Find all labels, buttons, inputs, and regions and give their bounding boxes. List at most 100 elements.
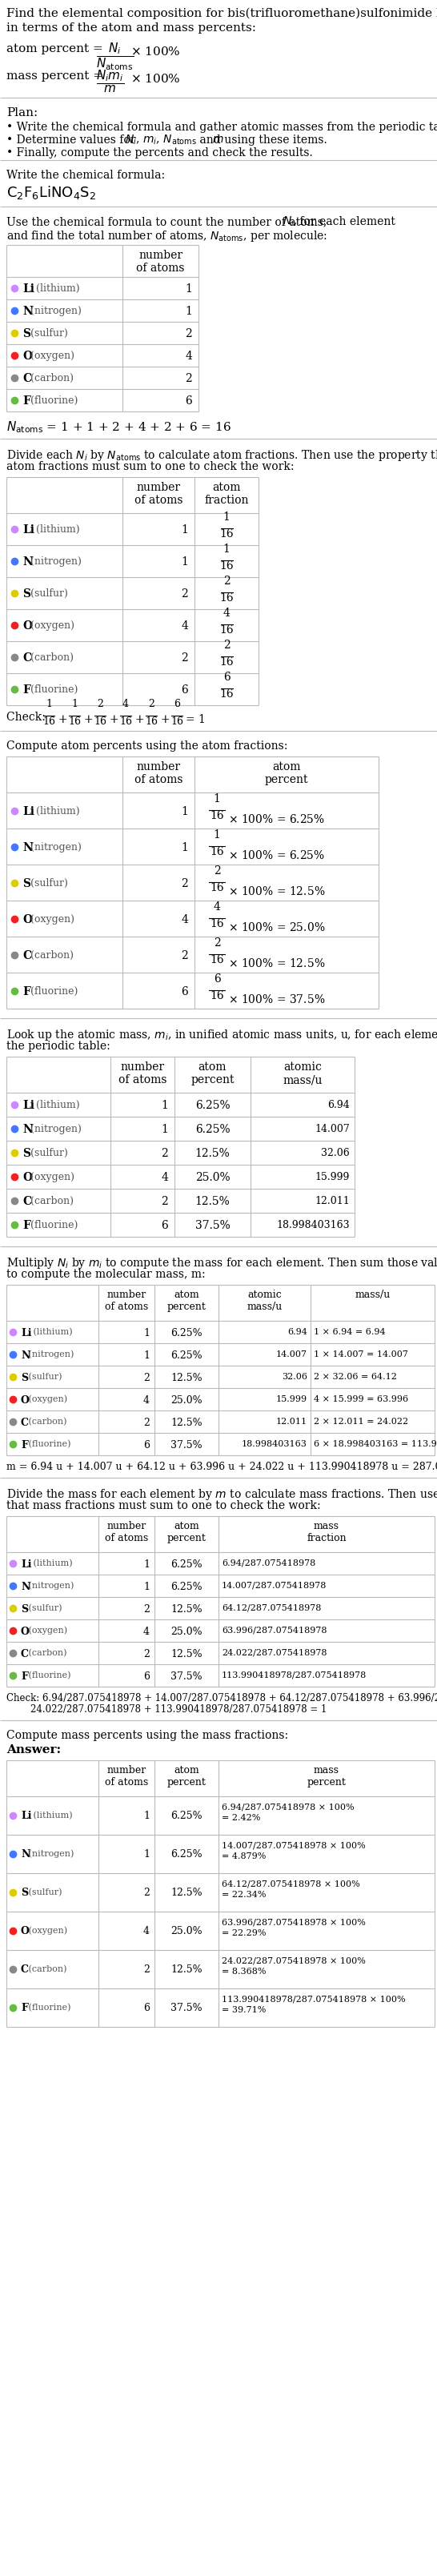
Text: 2: 2 bbox=[143, 1373, 149, 1383]
Text: 1: 1 bbox=[181, 842, 188, 853]
Text: 1: 1 bbox=[223, 544, 230, 554]
Text: O: O bbox=[22, 1172, 32, 1182]
Text: m = 6.94 u + 14.007 u + 64.12 u + 63.996 u + 24.022 u + 113.990418978 u = 287.07: m = 6.94 u + 14.007 u + 64.12 u + 63.996… bbox=[7, 1461, 437, 1471]
Text: F: F bbox=[21, 2004, 28, 2014]
Text: 4: 4 bbox=[213, 902, 220, 912]
Text: (sulfur): (sulfur) bbox=[25, 1888, 62, 1896]
Text: 18.998403163: 18.998403163 bbox=[242, 1440, 307, 1448]
Text: 12.011: 12.011 bbox=[276, 1417, 307, 1425]
Text: 2: 2 bbox=[143, 1965, 149, 1976]
Text: Plan:: Plan: bbox=[7, 108, 38, 118]
Text: 2: 2 bbox=[213, 866, 220, 876]
Text: 16: 16 bbox=[219, 688, 233, 701]
Text: 1 × 14.007 = 14.007: 1 × 14.007 = 14.007 bbox=[314, 1350, 408, 1358]
Text: (oxygen): (oxygen) bbox=[28, 1172, 75, 1182]
Text: Write the chemical formula:: Write the chemical formula: bbox=[7, 170, 165, 180]
Text: +: + bbox=[160, 714, 170, 726]
Text: O: O bbox=[21, 1394, 30, 1406]
Text: atom
percent: atom percent bbox=[167, 1291, 206, 1311]
Text: 2: 2 bbox=[181, 587, 188, 600]
Text: (fluorine): (fluorine) bbox=[28, 397, 78, 407]
Text: (oxygen): (oxygen) bbox=[28, 621, 75, 631]
Text: 12.011: 12.011 bbox=[315, 1195, 350, 1206]
Text: number
of atoms: number of atoms bbox=[105, 1765, 148, 1788]
Text: Compute mass percents using the mass fractions:: Compute mass percents using the mass fra… bbox=[7, 1731, 288, 1741]
Text: (sulfur): (sulfur) bbox=[25, 1605, 62, 1613]
Text: 37.5%: 37.5% bbox=[170, 1440, 202, 1450]
Text: (oxygen): (oxygen) bbox=[25, 1927, 67, 1935]
Text: O: O bbox=[22, 914, 32, 925]
Text: $\times$ 100% = 12.5%: $\times$ 100% = 12.5% bbox=[228, 958, 325, 969]
Text: 6: 6 bbox=[181, 685, 188, 696]
Text: using these items.: using these items. bbox=[221, 134, 327, 147]
Text: 1: 1 bbox=[181, 526, 188, 536]
Text: 4: 4 bbox=[143, 1927, 149, 1937]
Text: 1: 1 bbox=[185, 283, 192, 294]
Text: 6: 6 bbox=[143, 1672, 149, 1682]
Text: 6: 6 bbox=[161, 1221, 168, 1231]
Text: 2: 2 bbox=[143, 1888, 149, 1899]
Text: 12.5%: 12.5% bbox=[170, 1965, 202, 1976]
Text: 2: 2 bbox=[181, 951, 188, 961]
Text: $\mathrm{C_2F_6LiNO_4S_2}$: $\mathrm{C_2F_6LiNO_4S_2}$ bbox=[7, 183, 96, 201]
Text: 1: 1 bbox=[223, 513, 230, 523]
Text: • Determine values for: • Determine values for bbox=[7, 134, 139, 147]
Text: 12.5%: 12.5% bbox=[195, 1195, 230, 1208]
Text: F: F bbox=[21, 1672, 28, 1682]
Text: 6.25%: 6.25% bbox=[195, 1100, 230, 1110]
Text: • Write the chemical formula and gather atomic masses from the periodic table.: • Write the chemical formula and gather … bbox=[7, 121, 437, 134]
Text: $\times$ 100% = 6.25%: $\times$ 100% = 6.25% bbox=[228, 814, 325, 824]
Text: F: F bbox=[22, 397, 30, 407]
Text: mass/u: mass/u bbox=[355, 1291, 390, 1301]
Text: 1: 1 bbox=[181, 806, 188, 817]
Text: 25.0%: 25.0% bbox=[170, 1394, 202, 1406]
Text: 4: 4 bbox=[181, 621, 188, 631]
Text: (carbon): (carbon) bbox=[28, 951, 74, 961]
Text: 2: 2 bbox=[161, 1195, 168, 1208]
Text: $\times$ 100%: $\times$ 100% bbox=[131, 72, 180, 85]
Text: 14.007: 14.007 bbox=[276, 1350, 307, 1358]
Text: 2: 2 bbox=[97, 698, 103, 708]
Text: N: N bbox=[21, 1850, 30, 1860]
Text: +: + bbox=[109, 714, 118, 726]
Text: C: C bbox=[21, 1649, 29, 1659]
Text: 6.25%: 6.25% bbox=[170, 1850, 202, 1860]
Text: (fluorine): (fluorine) bbox=[28, 1221, 78, 1231]
Text: +: + bbox=[135, 714, 144, 726]
Text: 6.25%: 6.25% bbox=[170, 1350, 202, 1360]
Text: N: N bbox=[22, 307, 33, 317]
Text: F: F bbox=[22, 685, 30, 696]
Text: 16: 16 bbox=[145, 716, 158, 726]
Text: 2: 2 bbox=[148, 698, 154, 708]
Text: $\times$ 100% = 25.0%: $\times$ 100% = 25.0% bbox=[228, 922, 325, 933]
Text: 6.25%: 6.25% bbox=[170, 1582, 202, 1592]
Text: N: N bbox=[22, 842, 33, 853]
Text: 6.25%: 6.25% bbox=[170, 1811, 202, 1821]
Text: (lithium): (lithium) bbox=[33, 526, 80, 536]
Text: the periodic table:: the periodic table: bbox=[7, 1041, 110, 1051]
Text: 16: 16 bbox=[42, 716, 55, 726]
Text: (lithium): (lithium) bbox=[33, 806, 80, 817]
Text: 4: 4 bbox=[161, 1172, 168, 1182]
Text: mass
percent: mass percent bbox=[307, 1765, 346, 1788]
Text: 4: 4 bbox=[181, 914, 188, 925]
Text: number
of atoms: number of atoms bbox=[105, 1291, 148, 1311]
Text: 2 × 12.011 = 24.022: 2 × 12.011 = 24.022 bbox=[314, 1417, 408, 1425]
Text: 1: 1 bbox=[71, 698, 78, 708]
Text: 16: 16 bbox=[210, 953, 224, 966]
Text: 16: 16 bbox=[210, 917, 224, 930]
Text: 113.990418978/287.075418978: 113.990418978/287.075418978 bbox=[222, 1672, 367, 1680]
Text: 24.022/287.075418978: 24.022/287.075418978 bbox=[222, 1649, 327, 1656]
Text: F: F bbox=[22, 1221, 30, 1231]
Text: (carbon): (carbon) bbox=[28, 374, 74, 384]
Text: 2: 2 bbox=[223, 574, 230, 587]
Text: (fluorine): (fluorine) bbox=[28, 685, 78, 696]
Text: C: C bbox=[21, 1965, 29, 1976]
Text: 1: 1 bbox=[143, 1350, 149, 1360]
Text: atom
percent: atom percent bbox=[167, 1520, 206, 1543]
Text: 12.5%: 12.5% bbox=[170, 1888, 202, 1899]
Text: (sulfur): (sulfur) bbox=[28, 878, 68, 889]
Text: $\dfrac{N_i m_i}{m}$: $\dfrac{N_i m_i}{m}$ bbox=[96, 70, 124, 95]
Text: 2: 2 bbox=[143, 1417, 149, 1427]
Text: 2: 2 bbox=[181, 878, 188, 889]
